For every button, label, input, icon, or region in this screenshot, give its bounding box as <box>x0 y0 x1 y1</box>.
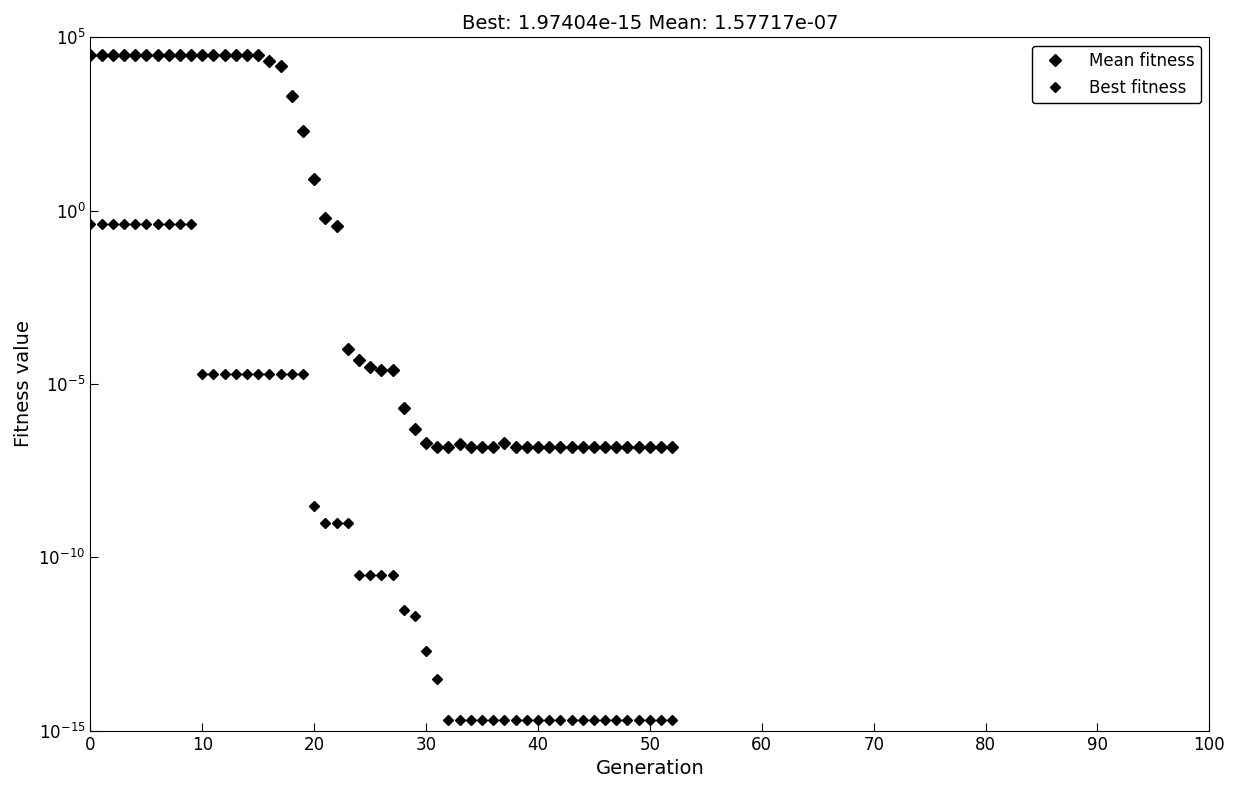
Best fitness <box>419 646 434 656</box>
Legend: Mean fitness, Best fitness: Mean fitness, Best fitness <box>1032 46 1201 103</box>
Best fitness <box>430 675 445 684</box>
Mean fitness <box>441 443 456 452</box>
Y-axis label: Fitness value: Fitness value <box>14 321 33 447</box>
Mean fitness <box>608 443 623 452</box>
Mean fitness <box>541 443 556 452</box>
Mean fitness <box>419 438 434 447</box>
Best fitness <box>83 219 98 229</box>
X-axis label: Generation: Generation <box>596 759 704 778</box>
Mean fitness <box>665 443 680 452</box>
Line: Mean fitness: Mean fitness <box>87 51 676 451</box>
Best fitness <box>452 716 467 725</box>
Best fitness <box>239 369 254 379</box>
Title: Best: 1.97404e-15 Mean: 1.57717e-07: Best: 1.97404e-15 Mean: 1.57717e-07 <box>462 14 838 33</box>
Mean fitness <box>463 443 478 452</box>
Mean fitness <box>430 443 445 452</box>
Best fitness <box>541 716 556 725</box>
Best fitness <box>463 716 478 725</box>
Mean fitness <box>83 51 98 60</box>
Best fitness <box>665 716 680 725</box>
Best fitness <box>608 716 623 725</box>
Mean fitness <box>239 51 254 60</box>
Line: Best fitness: Best fitness <box>87 221 675 724</box>
